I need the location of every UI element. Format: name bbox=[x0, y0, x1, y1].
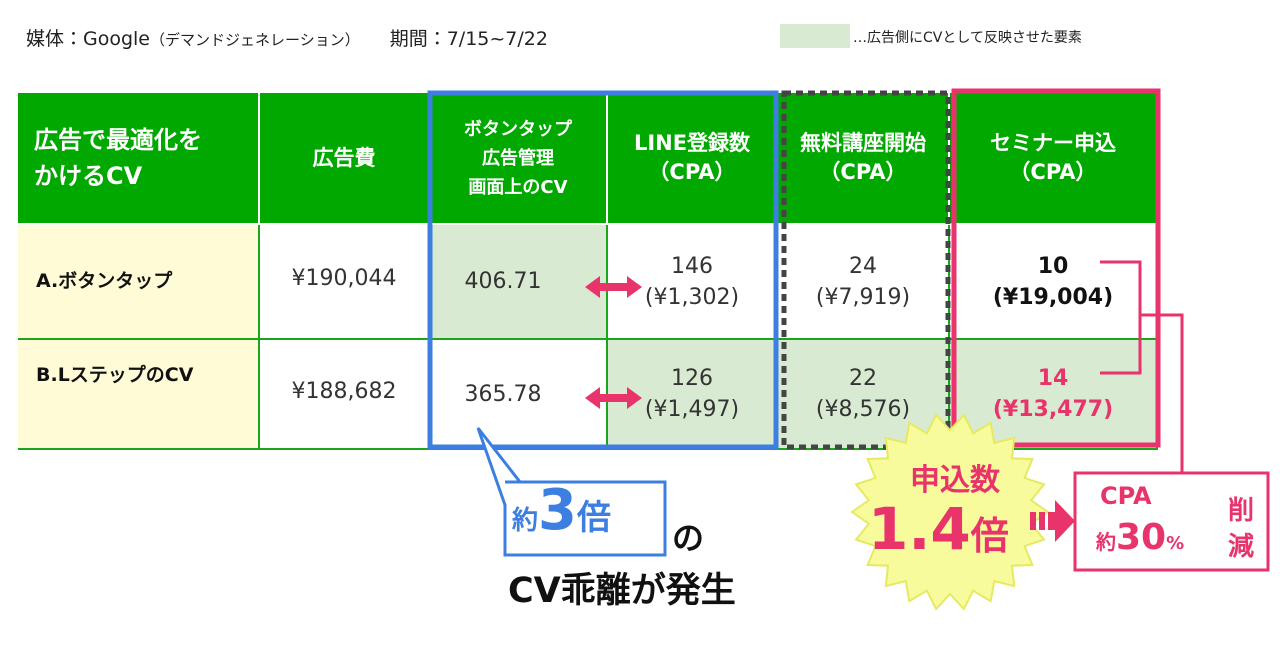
count: 10 bbox=[1037, 253, 1069, 279]
cpa-box bbox=[1073, 471, 1270, 572]
callout-number: 3 bbox=[538, 478, 577, 543]
table-cell: 146 (¥1,302) bbox=[608, 225, 778, 340]
arrow-right bbox=[1030, 500, 1075, 542]
star-burst bbox=[850, 413, 1050, 611]
arrows bbox=[585, 276, 642, 409]
table-cell: B.LステップのCV bbox=[18, 340, 260, 450]
cpa-prefix: 約 bbox=[1096, 530, 1116, 554]
legend-label: …広告側にCVとして反映させた要素 bbox=[853, 30, 1082, 46]
callout: 約3倍 bbox=[512, 478, 611, 543]
cell-value: 365.78 bbox=[464, 381, 542, 407]
header-line: LINE登録数 bbox=[633, 131, 751, 155]
legend-swatch bbox=[780, 24, 850, 48]
header-line: 広告で最適化を bbox=[34, 126, 202, 154]
blue-frame bbox=[427, 90, 779, 450]
column-header: 広告で最適化を かけるCV bbox=[18, 93, 260, 225]
period: 期間：7/15~7/22 bbox=[389, 28, 548, 50]
callout-prefix: 約 bbox=[512, 506, 539, 536]
column-header: 無料講座開始 （CPA） bbox=[778, 93, 950, 225]
header-line: 広告管理 bbox=[482, 147, 554, 169]
header: 媒体：Google（デマンドジェネレーション） 期間：7/15~7/22 bbox=[26, 24, 548, 51]
cpa-value: 約30% bbox=[1096, 517, 1184, 558]
callout-suffix: 倍 bbox=[576, 498, 611, 538]
row-label: B.LステップのCV bbox=[36, 364, 194, 386]
column-header: ボタンタップ 広告管理画面上のCV bbox=[430, 93, 608, 225]
header-line: 無料講座開始 bbox=[800, 131, 926, 155]
star-label: 申込数 bbox=[910, 463, 1000, 498]
header-line: （CPA） bbox=[648, 160, 736, 184]
row-label: A.ボタンタップ bbox=[36, 270, 173, 292]
cpa: (¥1,302) bbox=[644, 284, 740, 310]
header-line: 画面上のCV bbox=[468, 176, 568, 198]
cell-value: 406.71 bbox=[464, 269, 542, 294]
cpa-suffix2: 減 bbox=[1228, 532, 1255, 562]
column-header: 広告費 bbox=[260, 93, 430, 225]
callout-particle: の bbox=[672, 519, 705, 557]
media: 媒体：Google bbox=[26, 28, 151, 50]
callout-text: CV乖離が発生 bbox=[508, 571, 736, 611]
cpa: (¥13,477) bbox=[992, 397, 1114, 422]
dashed-frame bbox=[781, 90, 951, 450]
media-note: （デマンドジェネレーション） bbox=[150, 31, 360, 49]
table-cell: A.ボタンタップ bbox=[18, 225, 260, 340]
cpa: (¥1,497) bbox=[644, 397, 740, 422]
count: 14 bbox=[1037, 366, 1069, 391]
star-suffix: 倍 bbox=[970, 514, 1009, 558]
pink-frame bbox=[951, 88, 1161, 448]
cpa: (¥7,919) bbox=[815, 284, 911, 310]
cpa-unit: % bbox=[1166, 533, 1185, 554]
header-line: （CPA） bbox=[819, 160, 907, 184]
star-number: 1.4 bbox=[868, 495, 971, 563]
header-line: かけるCV bbox=[34, 162, 143, 190]
table-cell: 406.71 bbox=[430, 225, 608, 340]
cpa-number: 30 bbox=[1116, 517, 1167, 558]
header-line: ボタンタップ bbox=[464, 118, 572, 140]
cell-value: ¥190,044 bbox=[291, 266, 397, 291]
cpa-label: CPA bbox=[1100, 482, 1152, 510]
count: 126 bbox=[671, 366, 713, 391]
count: 24 bbox=[849, 253, 877, 279]
callout-box bbox=[476, 427, 667, 557]
table-cell: 14 (¥13,477) bbox=[950, 340, 1158, 450]
connector bbox=[1140, 313, 1184, 474]
bracket bbox=[1100, 260, 1142, 375]
header-line: 広告費 bbox=[312, 145, 376, 170]
column-header: セミナー申込 （CPA） bbox=[950, 93, 1158, 225]
cpa-suffix1: 削 bbox=[1228, 496, 1255, 526]
table-cell: 24 (¥7,919) bbox=[778, 225, 950, 340]
cpa: (¥19,004) bbox=[992, 284, 1114, 310]
star-value: 1.4倍 bbox=[868, 495, 1009, 563]
cell-value: ¥188,682 bbox=[291, 379, 397, 404]
header-line: セミナー申込 bbox=[990, 131, 1116, 155]
header-line: （CPA） bbox=[1009, 160, 1097, 184]
count: 22 bbox=[849, 366, 877, 391]
count: 146 bbox=[671, 253, 713, 279]
cpa: (¥8,576) bbox=[815, 397, 911, 422]
